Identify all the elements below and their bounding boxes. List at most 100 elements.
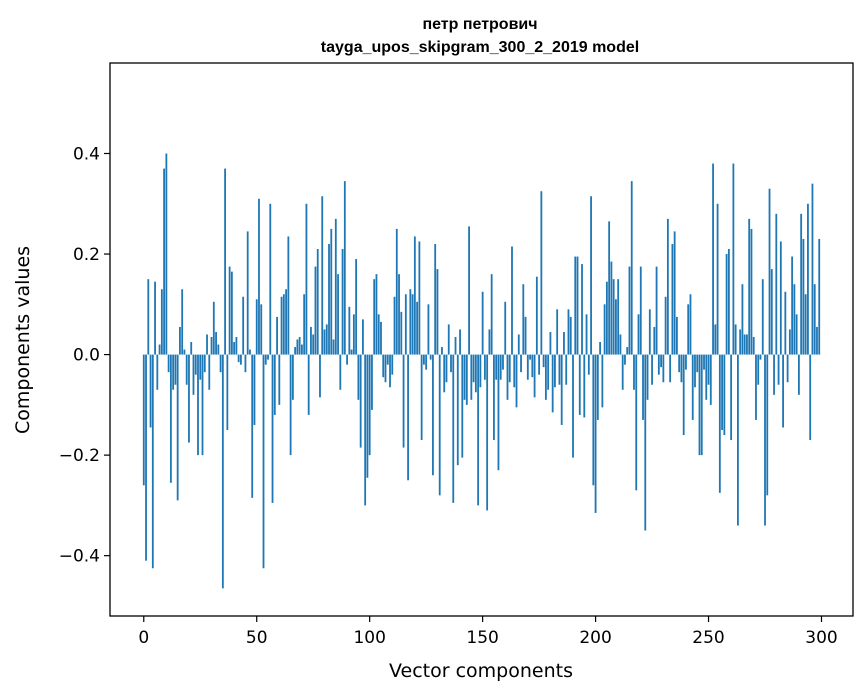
bar bbox=[188, 354, 190, 443]
bar bbox=[576, 256, 579, 355]
bar bbox=[524, 316, 527, 355]
bar bbox=[355, 259, 358, 355]
bar bbox=[434, 243, 437, 355]
bar bbox=[705, 354, 708, 400]
bar bbox=[479, 354, 482, 388]
bar bbox=[671, 243, 674, 355]
bar bbox=[420, 354, 423, 441]
bar bbox=[267, 354, 269, 360]
bar bbox=[707, 354, 710, 385]
bar bbox=[391, 354, 394, 375]
bar bbox=[210, 336, 213, 355]
bar bbox=[813, 284, 816, 355]
bar bbox=[657, 354, 660, 375]
bar bbox=[759, 354, 762, 360]
bar bbox=[773, 354, 775, 395]
bar bbox=[280, 296, 283, 355]
bar bbox=[255, 299, 258, 355]
bar bbox=[764, 354, 766, 526]
bar bbox=[463, 354, 466, 400]
bar bbox=[716, 203, 719, 355]
bar bbox=[407, 354, 409, 481]
bar bbox=[565, 354, 568, 385]
bar bbox=[179, 326, 181, 355]
bar bbox=[208, 354, 211, 390]
bar bbox=[181, 289, 184, 355]
bar bbox=[515, 354, 518, 408]
bar bbox=[481, 291, 484, 355]
bar bbox=[723, 354, 726, 436]
bar bbox=[154, 281, 156, 355]
bar bbox=[287, 236, 290, 355]
x-axis-ticks: 0 50 100 150 200 250 300 bbox=[138, 616, 838, 648]
bar bbox=[605, 281, 608, 355]
bar bbox=[714, 324, 717, 355]
bar bbox=[454, 336, 457, 355]
bar bbox=[450, 354, 452, 373]
bar bbox=[325, 324, 328, 355]
bar bbox=[567, 309, 570, 355]
bar bbox=[474, 354, 477, 393]
bar bbox=[621, 354, 624, 390]
bar bbox=[587, 354, 590, 375]
bar bbox=[416, 301, 419, 355]
chart-title: петр петрович bbox=[422, 16, 537, 33]
bar bbox=[511, 246, 513, 355]
bar bbox=[233, 342, 236, 355]
bar bbox=[718, 354, 721, 493]
bar bbox=[594, 354, 597, 513]
bar bbox=[251, 354, 254, 498]
bar bbox=[307, 354, 310, 415]
bar bbox=[544, 354, 547, 400]
bar bbox=[197, 354, 199, 456]
bar bbox=[678, 354, 681, 373]
bar bbox=[560, 354, 563, 425]
bar bbox=[531, 354, 534, 378]
y-tick-label: 0.4 bbox=[73, 144, 100, 164]
bar bbox=[240, 354, 242, 365]
bar bbox=[343, 181, 346, 355]
y-tick-label: −0.2 bbox=[59, 446, 100, 466]
bar bbox=[709, 354, 712, 405]
bar bbox=[811, 183, 814, 355]
x-tick-label: 150 bbox=[466, 628, 498, 648]
bar bbox=[669, 354, 672, 383]
bar bbox=[357, 354, 360, 400]
bar bbox=[276, 316, 278, 355]
x-tick-label: 100 bbox=[353, 628, 385, 648]
bar bbox=[348, 306, 351, 355]
bar bbox=[167, 354, 170, 373]
bar bbox=[549, 331, 552, 355]
bar bbox=[264, 354, 267, 365]
bar bbox=[386, 354, 389, 365]
bar bbox=[296, 339, 299, 355]
bar bbox=[468, 226, 470, 355]
bar bbox=[258, 198, 260, 355]
bar bbox=[269, 203, 272, 355]
bar bbox=[319, 354, 321, 398]
bar bbox=[644, 354, 647, 531]
bar bbox=[352, 314, 355, 355]
bar bbox=[538, 354, 541, 375]
bar bbox=[529, 354, 531, 360]
bar bbox=[793, 284, 796, 355]
bar bbox=[404, 294, 407, 355]
bar bbox=[298, 336, 301, 355]
bar bbox=[517, 334, 520, 355]
bar bbox=[748, 218, 751, 355]
bar bbox=[262, 354, 265, 569]
bar bbox=[169, 354, 172, 483]
bar bbox=[727, 249, 730, 355]
bar bbox=[260, 304, 263, 355]
bar bbox=[246, 231, 249, 355]
bar bbox=[427, 304, 430, 355]
bar bbox=[219, 354, 222, 373]
bar bbox=[520, 354, 522, 373]
bar bbox=[592, 354, 595, 486]
bar bbox=[642, 354, 644, 420]
bar bbox=[151, 354, 154, 569]
bar bbox=[493, 354, 495, 441]
bar bbox=[194, 354, 197, 375]
bar bbox=[366, 354, 369, 478]
